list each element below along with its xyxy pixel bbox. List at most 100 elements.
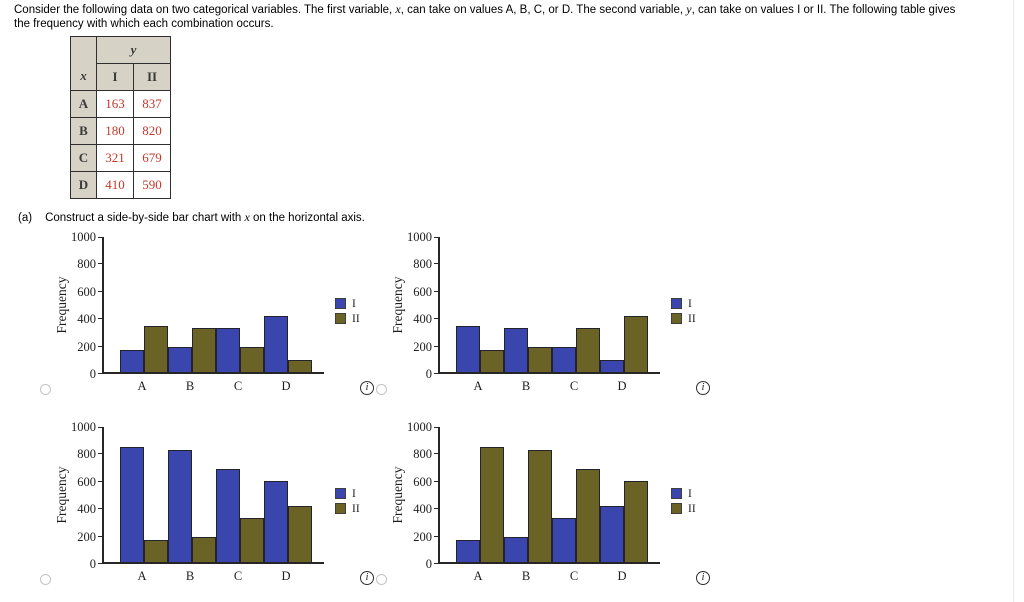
y-tick-label: 1000	[71, 420, 96, 434]
legend-label-II: II	[352, 312, 360, 325]
plot-area	[438, 427, 660, 564]
y-tick-mark	[98, 535, 102, 537]
legend-label-I: I	[688, 487, 692, 500]
bar-II-D	[288, 506, 312, 562]
bar-II-B	[192, 537, 216, 562]
y-tick-label: 0	[89, 557, 96, 571]
x-tick-label: B	[521, 379, 531, 393]
chart-option-2: Frequency 0 200 400 600 800 1000 A B C D I II i	[366, 229, 718, 407]
x-tick-label: D	[617, 569, 627, 583]
y-tick-mark	[98, 345, 102, 347]
chart-option-radio-2[interactable]	[376, 384, 387, 395]
bar-II-B	[528, 450, 552, 562]
bar-II-B	[528, 347, 552, 372]
legend-swatch-II	[335, 503, 346, 515]
x-tick-label: C	[233, 379, 243, 393]
question-text-1: Construct a side-by-side bar chart with	[45, 212, 245, 224]
bar-I-B	[504, 537, 528, 562]
bar-II-A	[144, 540, 168, 562]
bar-II-A	[144, 326, 168, 372]
info-icon-2[interactable]: i	[696, 381, 710, 395]
y-tick-mark	[98, 453, 102, 455]
legend-swatch-II	[335, 313, 346, 325]
bar-I-A	[120, 447, 144, 562]
bar-I-C	[216, 328, 240, 372]
bar-II-C	[240, 518, 264, 562]
legend-item-II: II	[335, 500, 360, 515]
legend-swatch-II	[671, 313, 682, 325]
y-tick-label: 800	[77, 257, 96, 272]
x-tick-label: B	[185, 569, 195, 583]
chart-option-radio-3[interactable]	[40, 574, 51, 585]
var-x: x	[395, 2, 401, 16]
y-tick-mark	[434, 345, 438, 347]
bar-II-A	[480, 447, 504, 562]
y-tick-label: 200	[77, 339, 96, 354]
y-tick-label: 400	[77, 312, 96, 327]
legend-item-I: I	[335, 485, 356, 500]
y-tick-mark	[98, 318, 102, 320]
y-tick-mark	[434, 318, 438, 320]
y-tick-mark	[434, 453, 438, 455]
x-tick-label: C	[233, 569, 243, 583]
y-tick-label: 800	[413, 447, 432, 462]
x-tick-label: D	[281, 379, 291, 393]
legend-item-II: II	[335, 310, 360, 325]
y-tick-mark	[98, 263, 102, 265]
bar-I-A	[120, 350, 144, 372]
question-text-2: on the horizontal axis.	[249, 212, 365, 224]
info-icon-3[interactable]: i	[360, 571, 374, 585]
bar-II-C	[240, 347, 264, 372]
y-tick-mark	[434, 535, 438, 537]
cell-A-II: 837	[133, 90, 171, 118]
legend-label-II: II	[352, 502, 360, 515]
row-header-D: D	[70, 171, 97, 199]
y-tick-label: 400	[413, 502, 432, 517]
info-icon-1[interactable]: i	[360, 381, 374, 395]
y-tick-label: 1000	[407, 230, 432, 244]
y-tick-label: 0	[425, 557, 432, 571]
question-label: (a)	[18, 212, 33, 224]
x-tick-label: D	[617, 379, 627, 393]
bar-I-A	[456, 326, 480, 372]
question-a: (a) Construct a side-by-side bar chart wi…	[18, 210, 365, 225]
bar-I-B	[168, 347, 192, 372]
cell-D-I: 410	[96, 171, 134, 199]
frequency-table: x y I II A 163 837 B 180 820 C 321 679 D 410 590	[70, 36, 171, 199]
chart-option-radio-1[interactable]	[40, 384, 51, 395]
bar-I-A	[456, 540, 480, 562]
y-tick-mark	[434, 237, 438, 238]
col-header-I: I	[96, 63, 134, 91]
chart-option-radio-4[interactable]	[376, 574, 387, 585]
y-tick-label: 0	[89, 367, 96, 381]
bar-II-D	[624, 316, 648, 372]
info-icon-4[interactable]: i	[696, 571, 710, 585]
bar-I-D	[264, 316, 288, 372]
cell-A-I: 163	[96, 90, 134, 118]
y-tick-label: 1000	[71, 230, 96, 244]
col-header-II: II	[133, 63, 171, 91]
y-tick-label: 600	[77, 474, 96, 489]
x-tick-label: A	[473, 379, 483, 393]
y-tick-label: 600	[77, 284, 96, 299]
var-y: y	[686, 2, 692, 16]
legend-label-I: I	[688, 297, 692, 310]
y-tick-label: 1000	[407, 420, 432, 434]
bar-II-A	[480, 350, 504, 372]
x-tick-label: B	[521, 569, 531, 583]
legend-swatch-I	[335, 488, 346, 500]
bar-II-D	[624, 481, 648, 562]
table-row: A 163 837	[70, 90, 171, 118]
x-tick-label: B	[185, 379, 195, 393]
y-tick-mark	[434, 508, 438, 510]
table-row: D 410 590	[70, 171, 171, 199]
y-tick-mark	[98, 237, 102, 238]
cell-B-II: 820	[133, 117, 171, 145]
intro-text-3: , can take on values I or II. The follow…	[14, 4, 956, 30]
legend-swatch-II	[671, 503, 682, 515]
chart-option-4: Frequency 0 200 400 600 800 1000 A B C D I II i	[366, 419, 718, 597]
x-tick-label: A	[137, 569, 147, 583]
y-tick-mark	[434, 563, 438, 564]
legend-item-I: I	[671, 485, 692, 500]
y-tick-mark	[434, 480, 438, 482]
